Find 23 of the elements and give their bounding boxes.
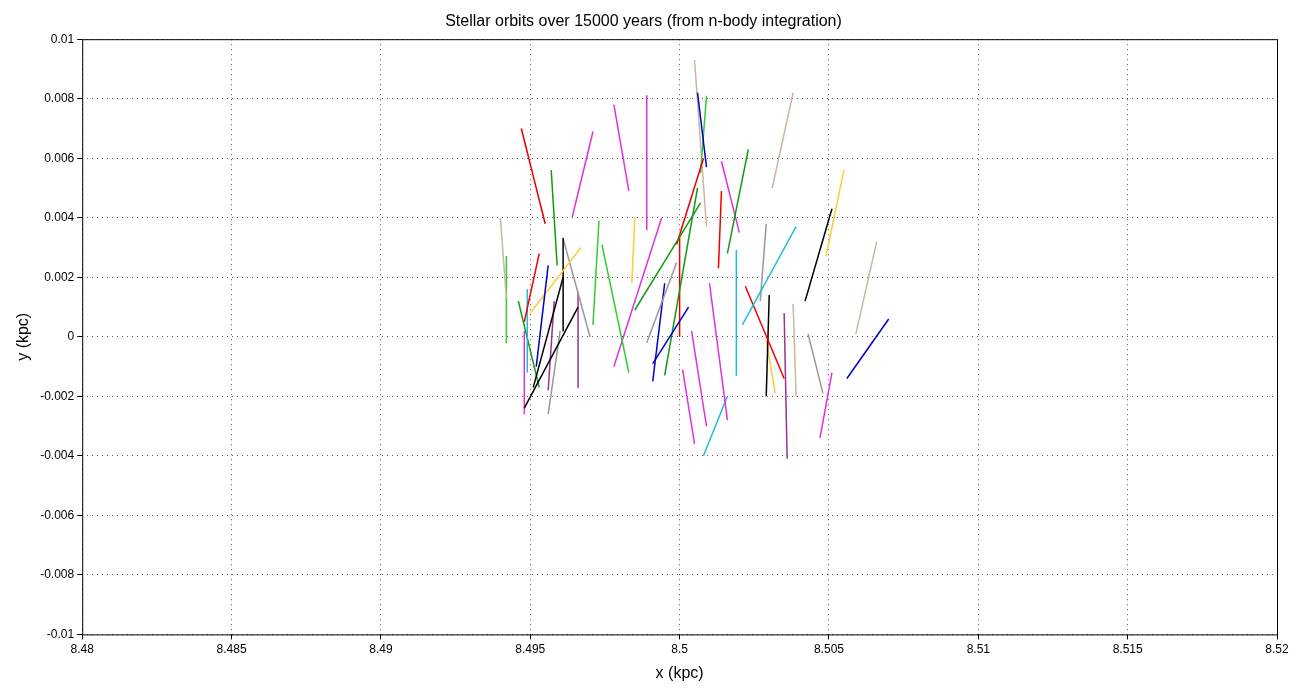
y-tick-label: 0.01: [50, 31, 75, 46]
chart-title: Stellar orbits over 15000 years (from n-body integration): [445, 12, 842, 30]
y-tick-label: 0: [67, 329, 75, 344]
x-tick-label: 8.495: [515, 641, 546, 656]
x-tick-label: 8.485: [216, 641, 247, 656]
y-tick-label: -0.008: [40, 567, 75, 582]
x-tick-label: 8.505: [813, 641, 845, 656]
x-tick-label: 8.49: [369, 641, 393, 656]
y-tick-label: 0.008: [44, 91, 75, 106]
y-tick-label: 0.002: [44, 269, 75, 284]
x-axis-title: x (kpc): [655, 663, 704, 681]
x-tick-label: 8.48: [70, 641, 95, 656]
y-tick-label: -0.01: [46, 626, 75, 641]
y-tick-label: -0.004: [40, 448, 75, 463]
y-tick-label: 0.006: [44, 150, 75, 165]
y-tick-label: -0.002: [40, 388, 75, 403]
x-tick-label: 8.52: [1265, 641, 1289, 656]
y-tick-label: -0.006: [40, 507, 75, 522]
x-tick-label: 8.51: [966, 641, 991, 656]
x-tick-label: 8.515: [1112, 641, 1143, 656]
y-axis-title: y (kpc): [14, 312, 32, 361]
y-tick-label: 0.004: [44, 210, 75, 225]
x-tick-label: 8.5: [671, 641, 689, 656]
